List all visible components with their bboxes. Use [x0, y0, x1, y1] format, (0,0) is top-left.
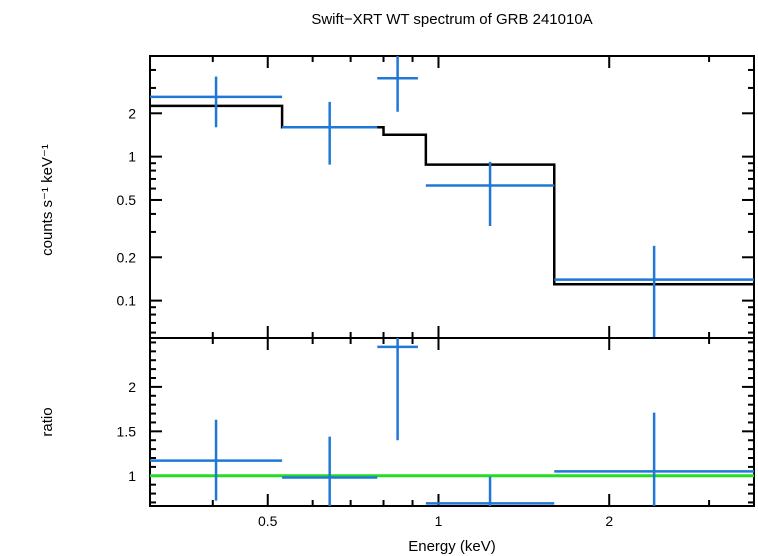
y-axis-label-bottom: ratio	[39, 407, 56, 436]
top-plot-frame	[149, 55, 755, 339]
chart-title: Swift−XRT WT spectrum of GRB 241010A	[311, 11, 592, 28]
bottom-panel	[149, 337, 755, 507]
y-tick-label-top: 1	[128, 149, 136, 165]
y-tick-label-top: 2	[128, 105, 136, 121]
y-axis-label-top: counts s⁻¹ keV⁻¹	[39, 144, 56, 256]
x-tick-label: 2	[605, 513, 613, 529]
model-step-line	[150, 104, 754, 286]
ratio-data-point	[377, 338, 418, 441]
spectrum-data-point	[282, 101, 378, 165]
ratio-data-point	[554, 412, 754, 506]
ratio-data-point	[425, 476, 555, 506]
y-tick-label-bottom: 2	[128, 379, 136, 395]
y-tick-label-top: 0.5	[117, 192, 137, 208]
ratio-data-point	[282, 436, 378, 506]
y-tick-label-bottom: 1.5	[117, 423, 137, 439]
spectrum-data-point	[425, 161, 555, 226]
x-axis-label: Energy (keV)	[408, 538, 496, 555]
top-panel	[149, 55, 755, 339]
spectrum-data-point	[554, 245, 754, 338]
x-tick-label: 1	[435, 513, 443, 529]
bottom-plot-frame	[149, 337, 755, 507]
y-tick-label-top: 0.1	[117, 293, 137, 309]
y-tick-label-bottom: 1	[128, 468, 136, 484]
y-tick-label-top: 0.2	[117, 249, 137, 265]
spectrum-data-point	[150, 76, 283, 128]
ratio-data-point	[150, 419, 283, 501]
x-tick-label: 0.5	[258, 513, 278, 529]
spectrum-data-point	[377, 56, 418, 112]
